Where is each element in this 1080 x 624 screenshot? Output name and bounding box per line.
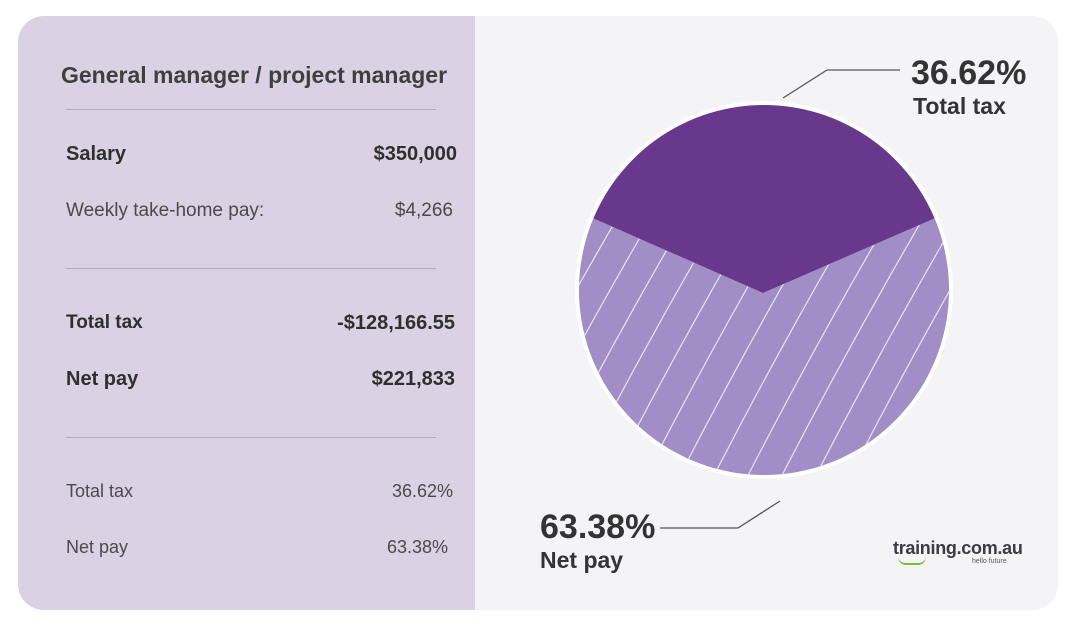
brand-tagline: hello future	[972, 558, 1007, 565]
total-tax-label: Total tax	[66, 312, 143, 333]
hatch-line	[457, 95, 521, 485]
net-callout-percent: 63.38%	[540, 508, 656, 546]
hatch-line	[578, 218, 590, 475]
net-pay-pct-value: 63.38%	[386, 537, 448, 557]
net-pay-pct-label: Net pay	[66, 537, 129, 557]
logo-swoosh-icon	[898, 557, 926, 565]
hatch-line	[674, 218, 896, 475]
salary-value: $350,000	[373, 143, 457, 165]
hatch-line	[640, 218, 862, 475]
weekly-pay-value: $4,266	[394, 200, 453, 221]
net-callout-line	[737, 500, 781, 529]
hatch-line	[844, 218, 950, 475]
tax-callout-label: Total tax	[913, 93, 1006, 119]
brand-logo: training.com.au	[893, 538, 1023, 558]
hatch-line	[578, 218, 726, 475]
net-pay-slice	[579, 218, 949, 475]
pie-chart	[457, 69, 1057, 529]
hatch-line	[457, 95, 487, 485]
net-pay-label: Net pay	[66, 368, 139, 390]
weekly-pay-label: Weekly take-home pay:	[66, 200, 265, 221]
net-callout-label: Net pay	[540, 547, 624, 573]
hatch-line	[981, 95, 1057, 485]
divider	[66, 437, 436, 438]
salary-label: Salary	[66, 143, 127, 165]
hatch-line	[457, 95, 555, 485]
hatch-line	[946, 218, 950, 475]
tax-callout-percent: 36.62%	[911, 54, 1027, 92]
tax-callout-line	[782, 69, 828, 99]
hatch-line	[810, 218, 950, 475]
net-pay-value: $221,833	[371, 368, 455, 390]
hatch-line	[776, 218, 950, 475]
breakdown-panel: General manager / project manager Salary…	[18, 16, 475, 610]
tax-slice	[593, 104, 935, 294]
hatch-line	[708, 218, 930, 475]
job-title: General manager / project manager	[61, 62, 448, 88]
divider	[66, 268, 436, 269]
hatch-line	[578, 218, 760, 475]
infographic-card: General manager / project manager Salary…	[18, 16, 1058, 610]
total-tax-pct-label: Total tax	[66, 481, 134, 501]
hatch-line	[742, 218, 950, 475]
total-tax-value: -$128,166.55	[337, 312, 455, 334]
divider	[66, 109, 436, 110]
total-tax-pct-value: 36.62%	[391, 481, 453, 501]
